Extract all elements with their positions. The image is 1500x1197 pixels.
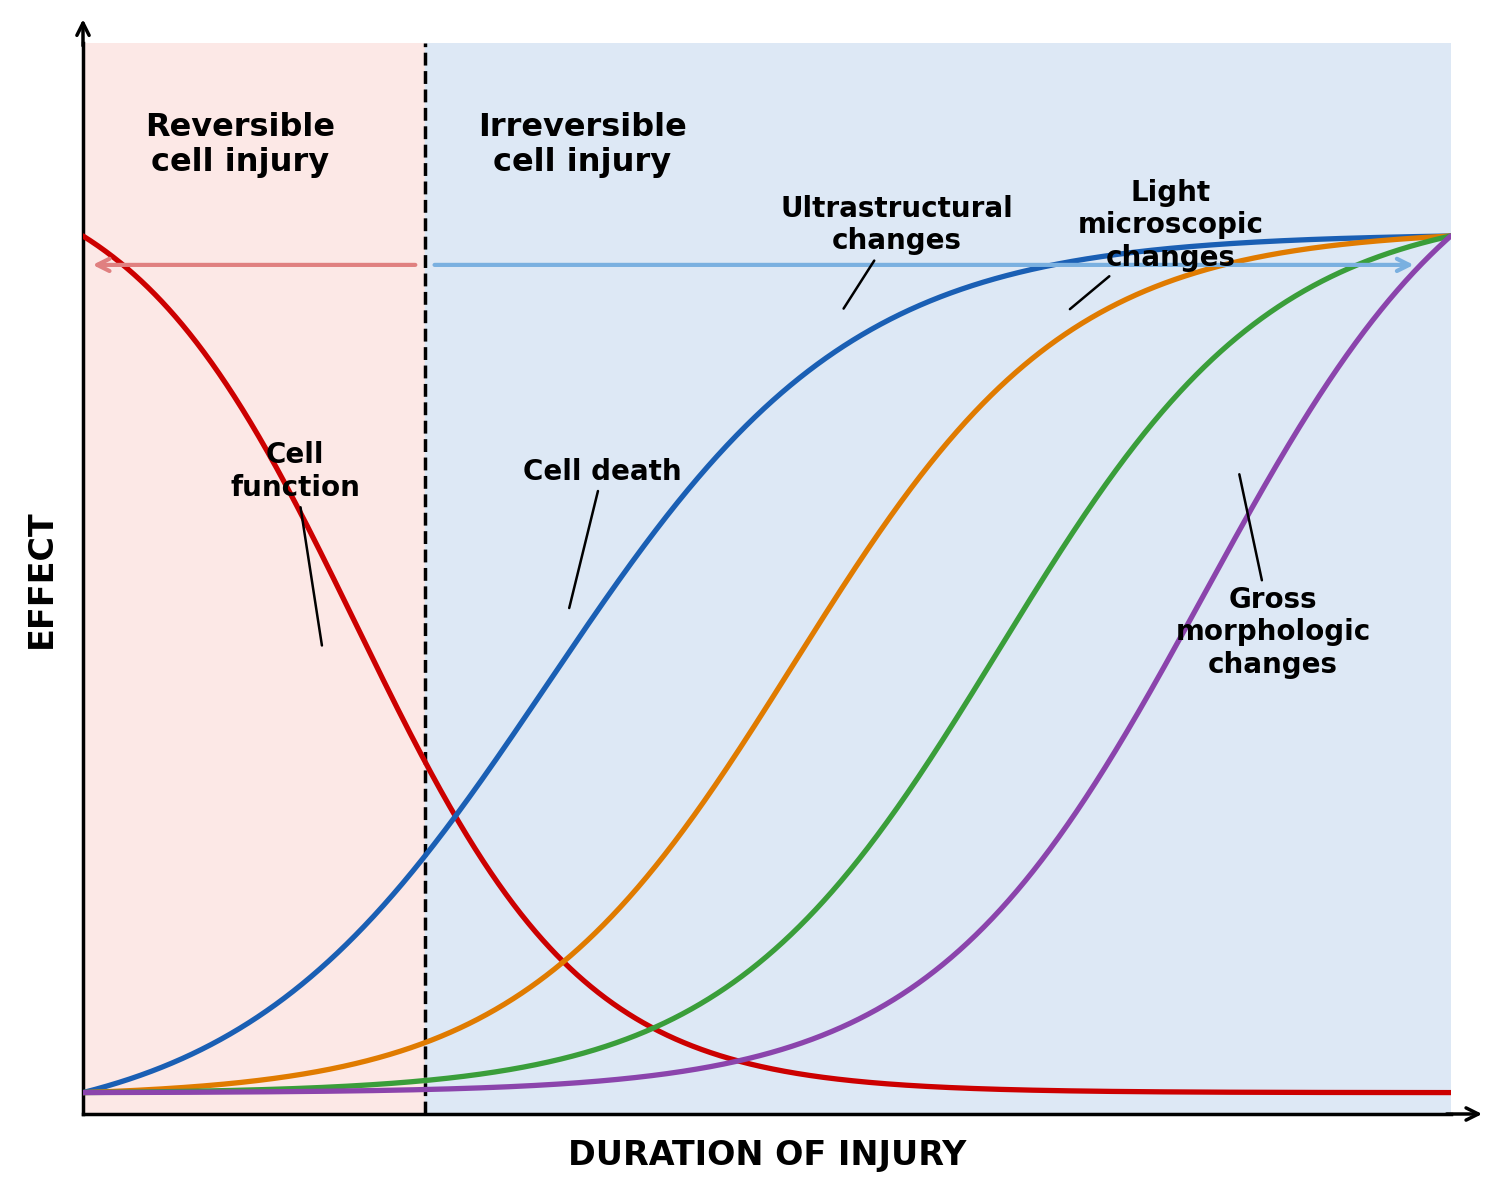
X-axis label: DURATION OF INJURY: DURATION OF INJURY	[567, 1140, 966, 1172]
Text: Reversible
cell injury: Reversible cell injury	[146, 111, 336, 178]
Y-axis label: EFFECT: EFFECT	[26, 509, 58, 648]
Bar	[82, 43, 424, 1114]
Text: Ultrastructural
changes: Ultrastructural changes	[780, 195, 1012, 309]
Text: Gross
morphologic
changes: Gross morphologic changes	[1176, 474, 1371, 679]
Bar	[424, 43, 1450, 1114]
Text: Irreversible
cell injury: Irreversible cell injury	[478, 111, 687, 178]
Text: Cell
function: Cell function	[230, 442, 360, 645]
Text: Cell death: Cell death	[524, 457, 682, 608]
Text: Light
microscopic
changes: Light microscopic changes	[1070, 178, 1263, 309]
